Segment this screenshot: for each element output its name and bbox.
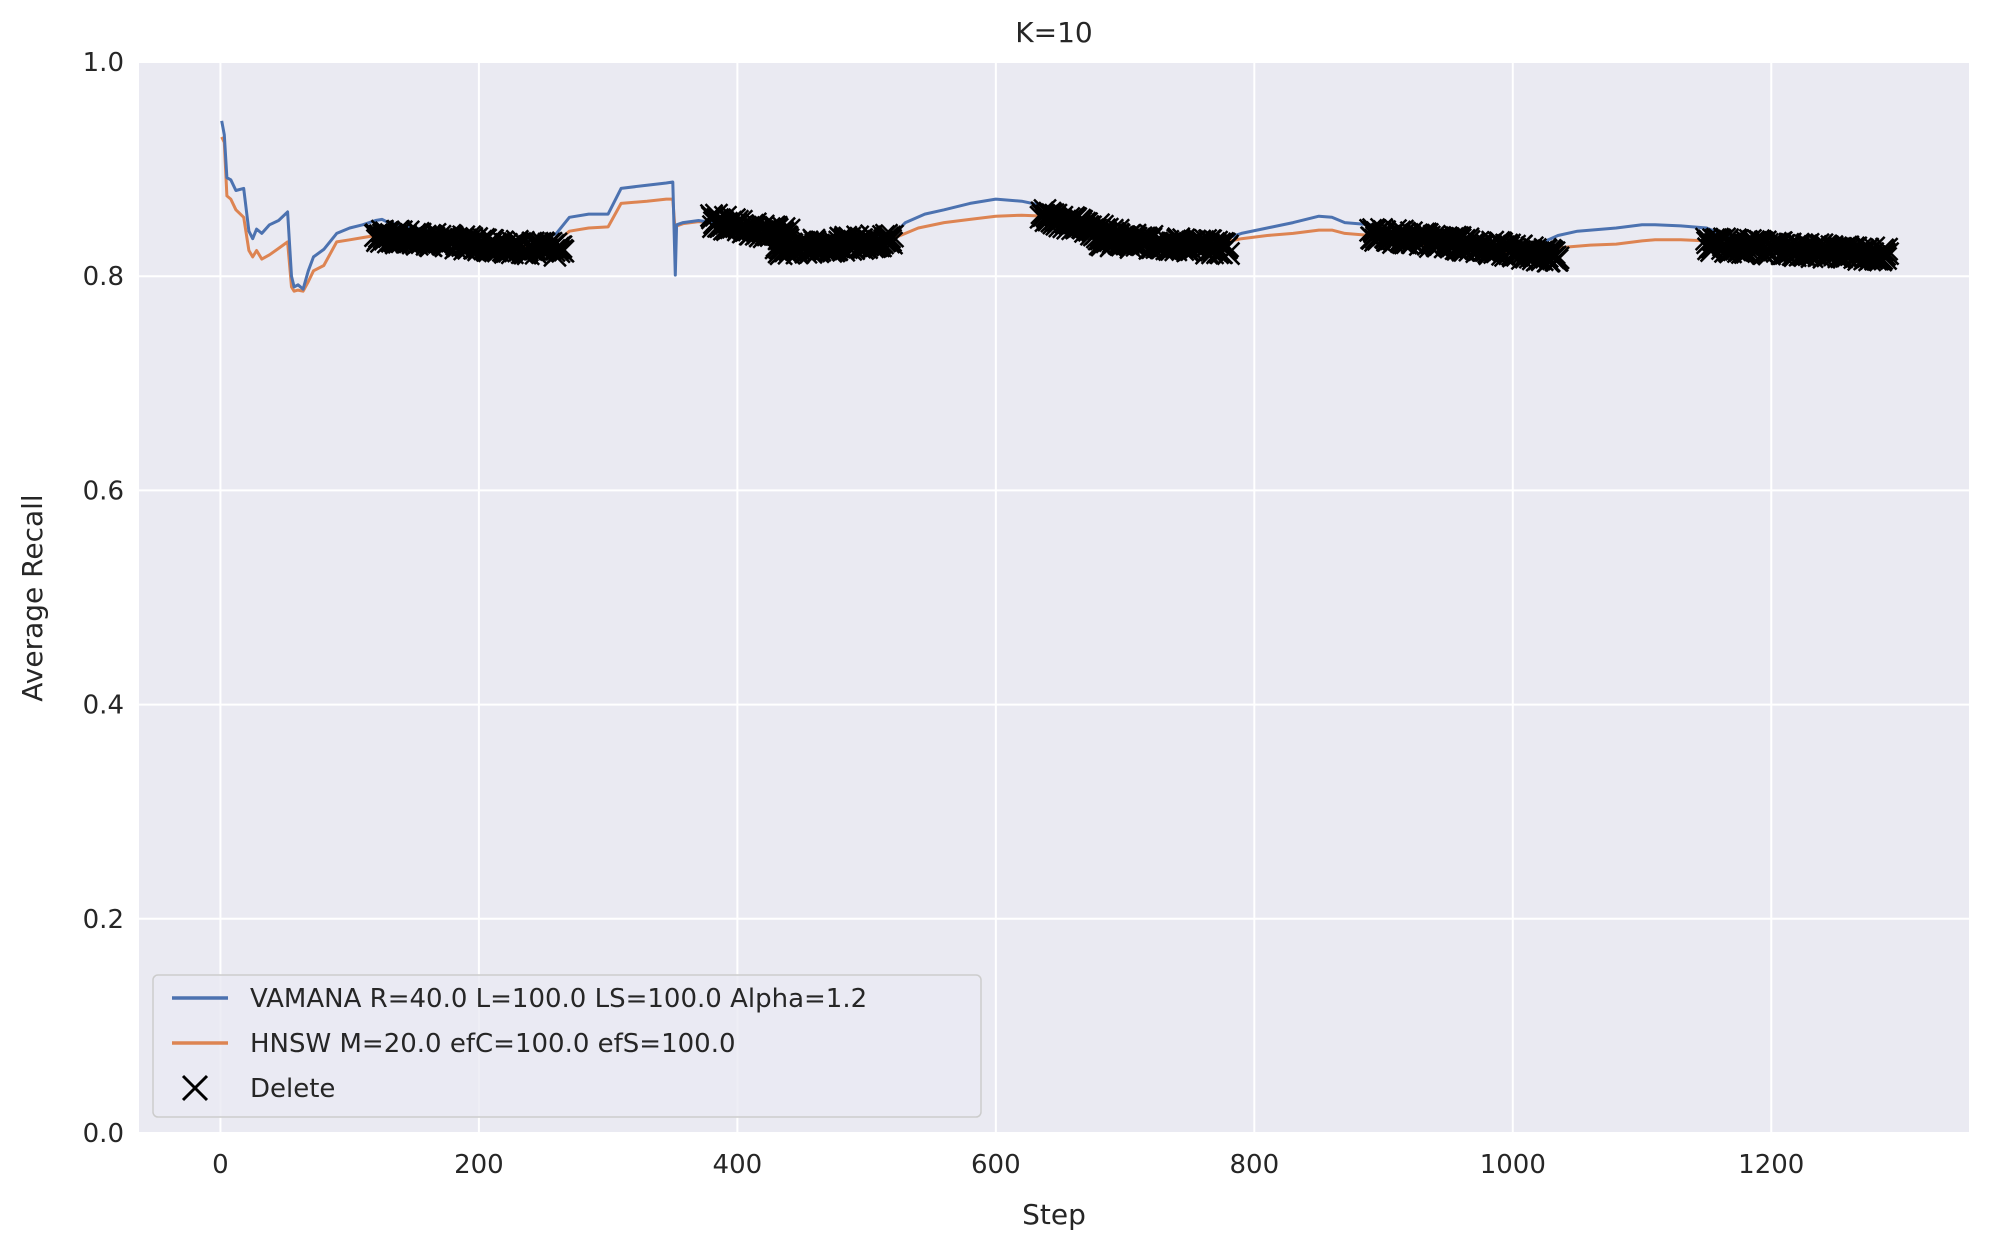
legend-label-hnsw: HNSW M=20.0 efC=100.0 efS=100.0	[250, 1029, 736, 1059]
delete-marker	[879, 231, 904, 255]
y-tick-label: 0.0	[83, 1119, 124, 1149]
delete-cluster	[1436, 225, 1570, 274]
delete-marker	[1872, 242, 1897, 267]
delete-cluster	[699, 203, 801, 252]
y-tick-label: 0.2	[83, 905, 124, 935]
y-tick-label: 0.4	[83, 691, 124, 721]
y-tick-label: 0.6	[83, 476, 124, 506]
delete-marker	[1873, 246, 1898, 271]
x-tick-label: 800	[1229, 1150, 1279, 1180]
legend-label-delete: Delete	[250, 1074, 335, 1104]
chart-title: K=10	[1015, 16, 1092, 49]
x-tick-label: 200	[454, 1150, 504, 1180]
delete-cluster	[764, 223, 905, 266]
y-tick-labels: 0.0 0.2 0.4 0.6 0.8 1.0	[83, 48, 124, 1149]
delete-marker	[551, 239, 575, 264]
x-tick-label: 1000	[1480, 1150, 1546, 1180]
legend: VAMANA R=40.0 L=100.0 LS=100.0 Alpha=1.2…	[152, 974, 982, 1118]
y-axis-title: Average Recall	[16, 494, 49, 701]
delete-markers	[363, 198, 1900, 274]
delete-marker	[547, 239, 571, 264]
y-tick-label: 1.0	[83, 48, 124, 78]
y-tick-label: 0.8	[83, 262, 124, 292]
delete-marker	[1216, 241, 1241, 266]
delete-marker	[877, 225, 902, 249]
delete-marker	[880, 224, 905, 249]
x-tick-label: 600	[971, 1150, 1021, 1180]
delete-cluster	[1087, 221, 1241, 266]
delete-marker	[1546, 245, 1570, 270]
legend-swatch-delete	[181, 1074, 209, 1102]
delete-cluster	[1694, 226, 1900, 272]
delete-marker	[1215, 234, 1240, 258]
delete-cluster	[363, 219, 575, 268]
delete-marker	[1875, 241, 1900, 266]
x-tick-label: 400	[713, 1150, 763, 1180]
legend-label-vamana: VAMANA R=40.0 L=100.0 LS=100.0 Alpha=1.2	[250, 984, 867, 1014]
x-tick-label: 0	[212, 1150, 229, 1180]
x-tick-label: 1200	[1738, 1150, 1804, 1180]
delete-marker	[549, 234, 573, 259]
x-axis-title: Step	[1022, 1198, 1086, 1231]
legend-box	[152, 974, 982, 1118]
x-tick-labels: 0 200 400 600 800 1000 1200	[212, 1150, 1804, 1180]
delete-marker	[1874, 237, 1899, 261]
